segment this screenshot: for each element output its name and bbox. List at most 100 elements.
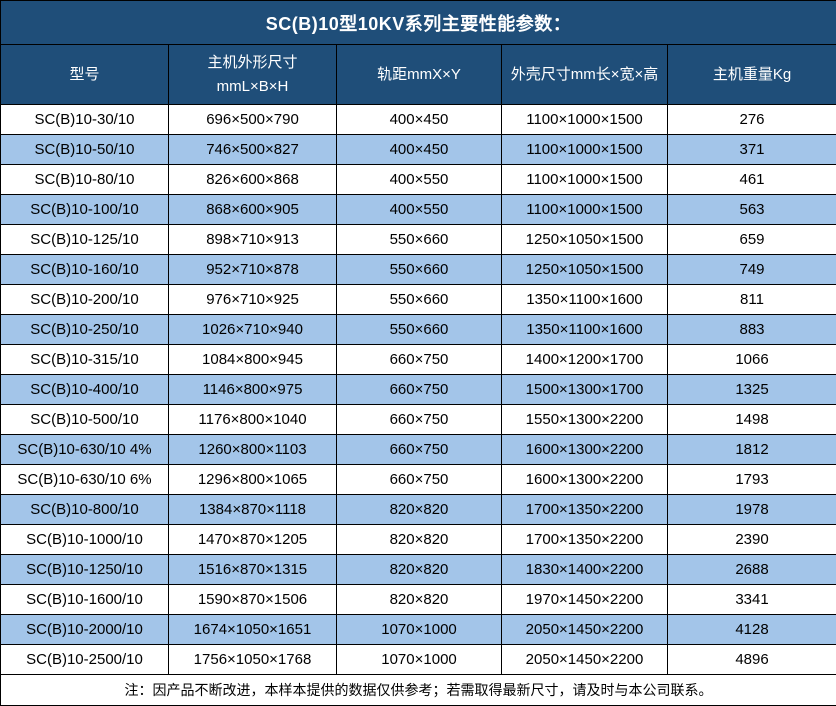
- table-cell: 563: [668, 195, 836, 225]
- column-header-host-weight: 主机重量Kg: [668, 45, 836, 105]
- table-cell: 749: [668, 255, 836, 285]
- column-header-rail-gauge: 轨距mmX×Y: [337, 45, 502, 105]
- table-cell: 746×500×827: [169, 135, 337, 165]
- table-cell: 1600×1300×2200: [502, 435, 668, 465]
- table-cell: 1100×1000×1500: [502, 105, 668, 135]
- column-header-row: 型号 主机外形尺寸 mmL×B×H 轨距mmX×Y 外壳尺寸mm长×宽×高 主机…: [1, 45, 836, 105]
- table-cell: 1100×1000×1500: [502, 195, 668, 225]
- table-cell: 1793: [668, 465, 836, 495]
- column-header-model: 型号: [1, 45, 169, 105]
- page-title: SC(B)10型10KV系列主要性能参数：: [1, 1, 836, 45]
- table-cell: SC(B)10-1600/10: [1, 585, 169, 615]
- table-cell: 811: [668, 285, 836, 315]
- table-cell: 550×660: [337, 255, 502, 285]
- table-cell: 1830×1400×2200: [502, 555, 668, 585]
- table-cell: 1084×800×945: [169, 345, 337, 375]
- table-cell: 1756×1050×1768: [169, 645, 337, 675]
- table-cell: 550×660: [337, 225, 502, 255]
- table-cell: 1070×1000: [337, 615, 502, 645]
- table-cell: SC(B)10-500/10: [1, 405, 169, 435]
- table-cell: 952×710×878: [169, 255, 337, 285]
- table-cell: 400×550: [337, 165, 502, 195]
- table-cell: 1700×1350×2200: [502, 495, 668, 525]
- table-cell: 4128: [668, 615, 836, 645]
- table-cell: 1970×1450×2200: [502, 585, 668, 615]
- table-cell: 1498: [668, 405, 836, 435]
- table-cell: SC(B)10-1250/10: [1, 555, 169, 585]
- table-cell: SC(B)10-80/10: [1, 165, 169, 195]
- table-cell: 820×820: [337, 495, 502, 525]
- table-cell: 1674×1050×1651: [169, 615, 337, 645]
- table-cell: 1176×800×1040: [169, 405, 337, 435]
- table-cell: SC(B)10-250/10: [1, 315, 169, 345]
- table-cell: 660×750: [337, 345, 502, 375]
- note-row: 注：因产品不断改进，本样本提供的数据仅供参考；若需取得最新尺寸，请及时与本公司联…: [1, 675, 836, 706]
- table-cell: 3341: [668, 585, 836, 615]
- table-cell: 1384×870×1118: [169, 495, 337, 525]
- table-foot: 注：因产品不断改进，本样本提供的数据仅供参考；若需取得最新尺寸，请及时与本公司联…: [1, 675, 836, 706]
- table-cell: 1400×1200×1700: [502, 345, 668, 375]
- table-cell: 1296×800×1065: [169, 465, 337, 495]
- table-cell: SC(B)10-30/10: [1, 105, 169, 135]
- table-cell: SC(B)10-315/10: [1, 345, 169, 375]
- table-cell: 1100×1000×1500: [502, 165, 668, 195]
- table-cell: 461: [668, 165, 836, 195]
- table-cell: 1978: [668, 495, 836, 525]
- table-cell: 1250×1050×1500: [502, 225, 668, 255]
- table-cell: 1350×1100×1600: [502, 285, 668, 315]
- table-cell: SC(B)10-125/10: [1, 225, 169, 255]
- table-cell: 1516×870×1315: [169, 555, 337, 585]
- table-cell: 276: [668, 105, 836, 135]
- table-cell: SC(B)10-200/10: [1, 285, 169, 315]
- table-cell: SC(B)10-50/10: [1, 135, 169, 165]
- table-cell: SC(B)10-160/10: [1, 255, 169, 285]
- table-cell: 898×710×913: [169, 225, 337, 255]
- table-cell: SC(B)10-2500/10: [1, 645, 169, 675]
- column-header-enclosure-size: 外壳尺寸mm长×宽×高: [502, 45, 668, 105]
- table-cell: 1100×1000×1500: [502, 135, 668, 165]
- table-cell: 820×820: [337, 525, 502, 555]
- table-cell: SC(B)10-800/10: [1, 495, 169, 525]
- table-cell: 1470×870×1205: [169, 525, 337, 555]
- table-cell: 659: [668, 225, 836, 255]
- table-cell: 1026×710×940: [169, 315, 337, 345]
- table-cell: 660×750: [337, 405, 502, 435]
- table-cell: 820×820: [337, 585, 502, 615]
- table-cell: 820×820: [337, 555, 502, 585]
- table-cell: 1250×1050×1500: [502, 255, 668, 285]
- table-cell: 868×600×905: [169, 195, 337, 225]
- table-cell: 2390: [668, 525, 836, 555]
- table-cell: 1590×870×1506: [169, 585, 337, 615]
- table-cell: 976×710×925: [169, 285, 337, 315]
- footer-note: 注：因产品不断改进，本样本提供的数据仅供参考；若需取得最新尺寸，请及时与本公司联…: [1, 675, 836, 706]
- table-cell: 550×660: [337, 315, 502, 345]
- table-cell: 660×750: [337, 435, 502, 465]
- table-cell: 1260×800×1103: [169, 435, 337, 465]
- table-cell: 1066: [668, 345, 836, 375]
- table-cell: 1325: [668, 375, 836, 405]
- title-row: SC(B)10型10KV系列主要性能参数：: [1, 1, 836, 45]
- table-cell: 2050×1450×2200: [502, 645, 668, 675]
- table-cell: 1146×800×975: [169, 375, 337, 405]
- table-cell: SC(B)10-400/10: [1, 375, 169, 405]
- table-cell: 660×750: [337, 375, 502, 405]
- table-cell: 400×550: [337, 195, 502, 225]
- table-cell: 2688: [668, 555, 836, 585]
- table-cell: 1070×1000: [337, 645, 502, 675]
